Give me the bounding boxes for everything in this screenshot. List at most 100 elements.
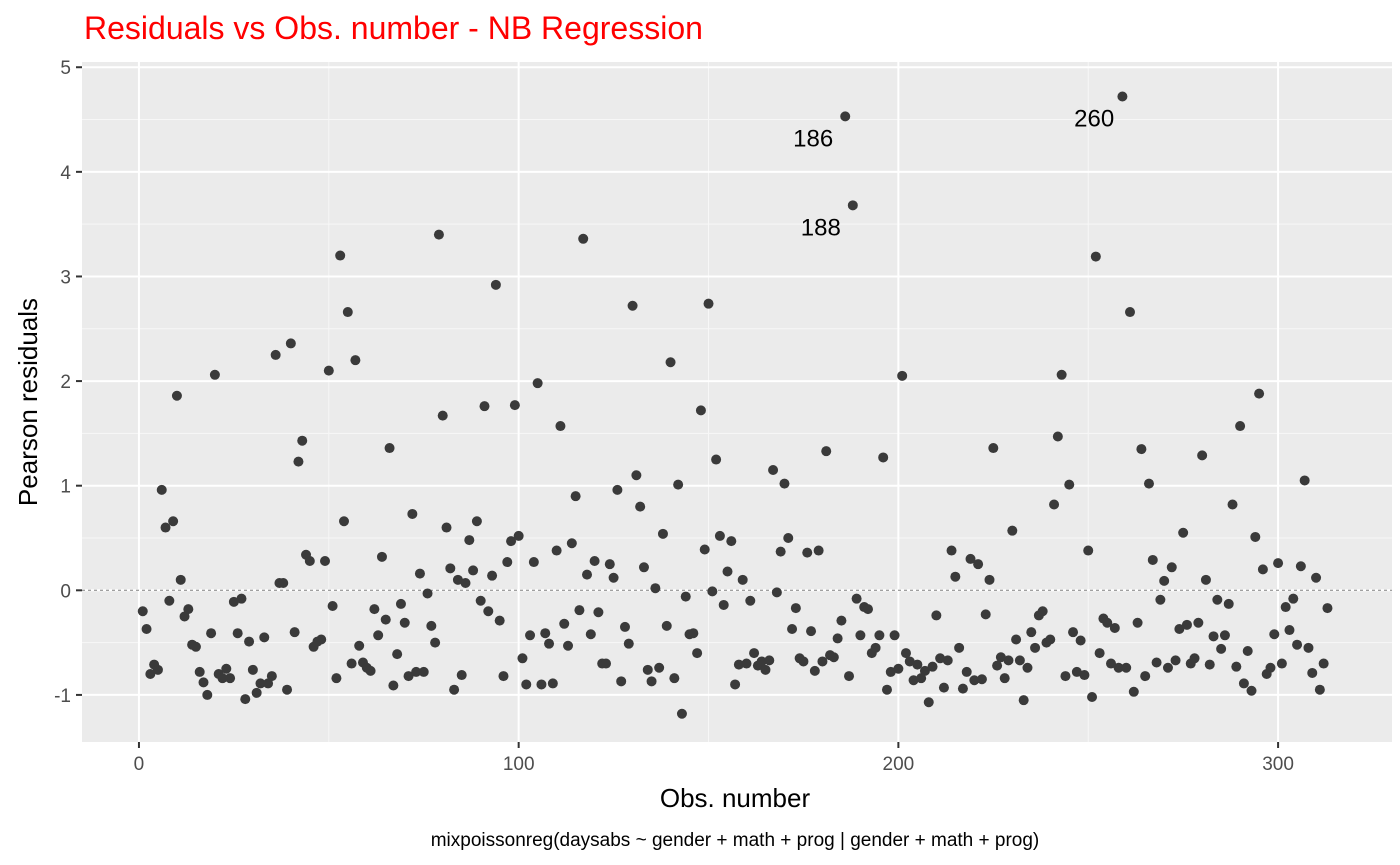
plot-panel <box>82 62 1392 742</box>
data-point <box>851 593 862 604</box>
data-point <box>1216 643 1227 654</box>
data-point <box>194 666 205 677</box>
data-point <box>809 665 820 676</box>
data-point <box>654 662 665 673</box>
data-point <box>973 559 984 570</box>
data-point <box>733 659 744 670</box>
data-point <box>282 684 293 695</box>
data-point <box>156 484 167 495</box>
data-point <box>749 648 760 659</box>
point-label: 186 <box>793 125 833 152</box>
data-point <box>813 545 824 556</box>
data-point <box>897 370 908 381</box>
data-point <box>612 484 623 495</box>
data-point <box>563 640 574 651</box>
data-point <box>726 536 737 547</box>
data-point <box>635 501 646 512</box>
data-point <box>479 401 490 412</box>
data-point <box>339 516 349 527</box>
data-point <box>1090 251 1101 262</box>
data-point <box>555 421 566 432</box>
data-point <box>980 609 991 620</box>
data-point <box>1238 678 1249 689</box>
data-point <box>1052 431 1063 442</box>
data-point <box>494 615 505 626</box>
data-point <box>722 566 733 577</box>
data-point <box>745 595 756 606</box>
data-point <box>217 673 228 684</box>
data-point <box>418 666 429 677</box>
data-point <box>316 634 327 645</box>
data-point <box>414 568 425 579</box>
data-point <box>919 665 930 676</box>
data-point <box>498 671 509 682</box>
data-point <box>961 666 972 677</box>
data-point <box>1269 629 1280 640</box>
data-point <box>828 652 839 663</box>
data-point <box>1132 617 1143 628</box>
data-point <box>1204 659 1215 670</box>
data-point <box>403 671 414 682</box>
data-point <box>699 544 710 555</box>
data-point <box>369 604 380 615</box>
x-tick-label: 200 <box>883 754 915 775</box>
data-point <box>779 478 790 489</box>
data-point <box>1299 475 1310 486</box>
data-point <box>380 614 391 625</box>
data-point <box>1109 622 1120 633</box>
data-point <box>1181 619 1192 630</box>
data-point <box>1060 671 1071 682</box>
data-point <box>893 663 904 674</box>
data-point <box>1284 625 1295 636</box>
data-point <box>1140 671 1151 682</box>
data-point <box>969 675 980 686</box>
data-point <box>1170 655 1181 666</box>
data-point <box>152 664 163 675</box>
data-point <box>437 410 448 421</box>
data-point <box>730 679 741 690</box>
data-point <box>642 664 653 675</box>
data-point <box>798 656 809 667</box>
data-point <box>141 624 152 635</box>
data-point <box>650 583 661 594</box>
data-point <box>900 648 911 659</box>
data-point <box>646 676 657 687</box>
data-point <box>1246 685 1257 696</box>
data-point <box>1113 662 1124 673</box>
data-point <box>236 593 247 604</box>
point-label: 188 <box>801 214 841 241</box>
data-point <box>1155 594 1166 605</box>
data-point <box>1087 692 1098 703</box>
data-point <box>1094 648 1105 659</box>
data-point <box>487 570 498 581</box>
data-point <box>1197 450 1208 461</box>
data-point <box>1117 91 1128 102</box>
data-point <box>950 571 961 582</box>
data-point <box>942 655 953 666</box>
data-point <box>460 577 471 588</box>
data-point <box>1049 499 1060 510</box>
data-point <box>665 357 676 368</box>
data-point <box>1265 662 1276 673</box>
data-point <box>1003 655 1014 666</box>
data-point <box>270 349 281 360</box>
data-point <box>1231 661 1242 672</box>
data-point <box>1254 388 1265 399</box>
grid-lines <box>82 62 1392 742</box>
data-point <box>1318 658 1329 669</box>
data-point <box>1007 525 1018 536</box>
y-tick-label: 3 <box>60 267 71 288</box>
data-point <box>760 664 771 675</box>
data-point <box>1227 499 1238 510</box>
data-point <box>525 630 536 641</box>
data-point <box>240 694 251 705</box>
data-point <box>802 547 813 558</box>
data-point <box>578 233 589 244</box>
data-point <box>407 508 418 519</box>
data-point <box>638 562 649 573</box>
data-point <box>787 624 798 635</box>
data-point <box>1045 634 1056 645</box>
data-point <box>392 649 403 660</box>
x-tick-label: 100 <box>503 754 535 775</box>
data-point <box>680 591 691 602</box>
